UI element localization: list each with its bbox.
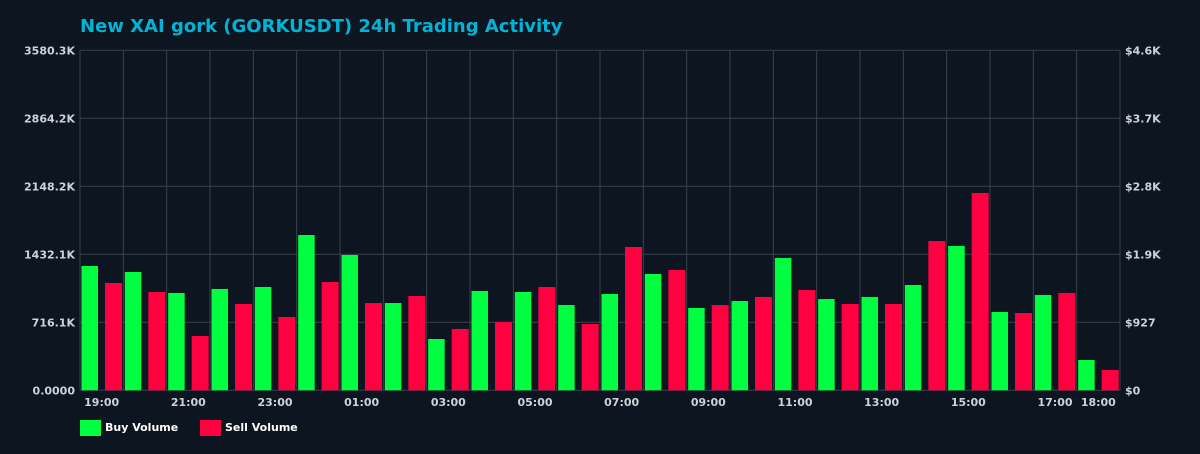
sell-volume-bar (668, 269, 686, 391)
legend: Buy Volume Sell Volume (80, 420, 298, 436)
buy-volume-bar (948, 245, 965, 391)
x-tick-label: 17:00 (1037, 396, 1072, 409)
buy-volume-bar (428, 339, 445, 391)
x-tick-label: 23:00 (257, 396, 292, 409)
sell-volume-bar (191, 335, 209, 391)
x-tick-label: 07:00 (604, 396, 639, 409)
buy-volume-bar (861, 296, 878, 391)
sell-volume-bar (148, 292, 166, 391)
y-axis-left: 0.0000 716.1K 1432.1K 2148.2K 2864.2K 3580.3K (24, 44, 75, 397)
sell-volume-bar (581, 324, 599, 391)
bars (81, 192, 1119, 391)
y-tick-label: 0.0000 (33, 384, 76, 397)
legend-sell-swatch (200, 420, 221, 436)
y-tick-label: 716.1K (32, 316, 76, 329)
x-tick-label: 03:00 (431, 396, 466, 409)
buy-volume-bar (644, 273, 662, 391)
buy-volume-bar (471, 290, 488, 391)
sell-volume-bar (841, 303, 859, 391)
legend-buy-label: Buy Volume (105, 421, 178, 434)
buy-volume-bar (298, 235, 315, 391)
y2-tick-label: $0 (1125, 384, 1141, 397)
sell-volume-bar (278, 316, 296, 391)
y2-tick-label: $1.9K (1125, 248, 1161, 261)
sell-volume-bar (235, 303, 252, 391)
legend-sell-label: Sell Volume (225, 421, 298, 434)
sell-volume-bar (1058, 292, 1076, 391)
x-tick-label: 01:00 (344, 396, 379, 409)
y-axis-right: $0 $927 $1.9K $2.8K $3.7K $4.6K (1125, 44, 1161, 397)
buy-volume-bar (774, 258, 792, 391)
buy-volume-bar (731, 301, 748, 391)
buy-volume-bar (341, 254, 358, 391)
buy-volume-bar (384, 303, 402, 391)
sell-volume-bar (105, 282, 122, 391)
y-tick-label: 3580.3K (24, 44, 75, 57)
sell-volume-bar (451, 328, 469, 391)
buy-volume-bar (211, 288, 228, 391)
x-tick-label: 18:00 (1081, 396, 1116, 409)
sell-volume-bar (971, 192, 989, 391)
x-tick-label: 19:00 (84, 396, 119, 409)
buy-volume-bar (688, 307, 705, 391)
chart-title: New XAI gork (GORKUSDT) 24h Trading Acti… (80, 16, 563, 37)
sell-volume-bar (408, 296, 426, 391)
buy-volume-bar (124, 271, 142, 391)
sell-volume-bar (625, 246, 642, 391)
sell-volume-bar (365, 303, 382, 391)
sell-volume-bar (538, 286, 556, 391)
sell-volume-bar (1015, 312, 1032, 391)
y2-tick-label: $2.8K (1125, 180, 1161, 193)
buy-volume-bar (991, 311, 1008, 391)
sell-volume-bar (321, 282, 339, 391)
buy-volume-bar (904, 284, 922, 391)
grid (79, 49, 1121, 391)
y-tick-label: 1432.1K (24, 248, 75, 261)
x-tick-label: 13:00 (864, 396, 899, 409)
x-tick-label: 11:00 (777, 396, 812, 409)
sell-volume-bar (928, 241, 946, 391)
buy-volume-bar (1078, 360, 1095, 391)
buy-volume-bar (254, 286, 272, 391)
y2-tick-label: $3.7K (1125, 112, 1161, 125)
sell-volume-bar (798, 290, 816, 391)
sell-volume-bar (1101, 369, 1119, 391)
buy-volume-bar (818, 299, 835, 391)
x-tick-label: 05:00 (517, 396, 552, 409)
buy-volume-bar (1034, 294, 1052, 391)
x-axis: 19:00 21:00 23:00 01:00 03:00 05:00 07:00 09:00… (84, 396, 1116, 409)
buy-volume-bar (81, 265, 98, 391)
sell-volume-bar (711, 305, 729, 391)
y-tick-label: 2864.2K (24, 112, 75, 125)
buy-volume-bar (601, 294, 618, 391)
y2-tick-label: $4.6K (1125, 44, 1161, 57)
x-tick-label: 09:00 (691, 396, 726, 409)
buy-volume-bar (514, 292, 532, 391)
buy-volume-bar (558, 305, 575, 391)
x-tick-label: 15:00 (951, 396, 986, 409)
x-tick-label: 21:00 (171, 396, 206, 409)
sell-volume-bar (755, 296, 772, 391)
legend-buy-swatch (80, 420, 101, 436)
y-tick-label: 2148.2K (24, 180, 75, 193)
buy-volume-bar (168, 292, 185, 391)
sell-volume-bar (885, 303, 902, 391)
sell-volume-bar (495, 322, 512, 391)
y2-tick-label: $927 (1125, 316, 1156, 329)
